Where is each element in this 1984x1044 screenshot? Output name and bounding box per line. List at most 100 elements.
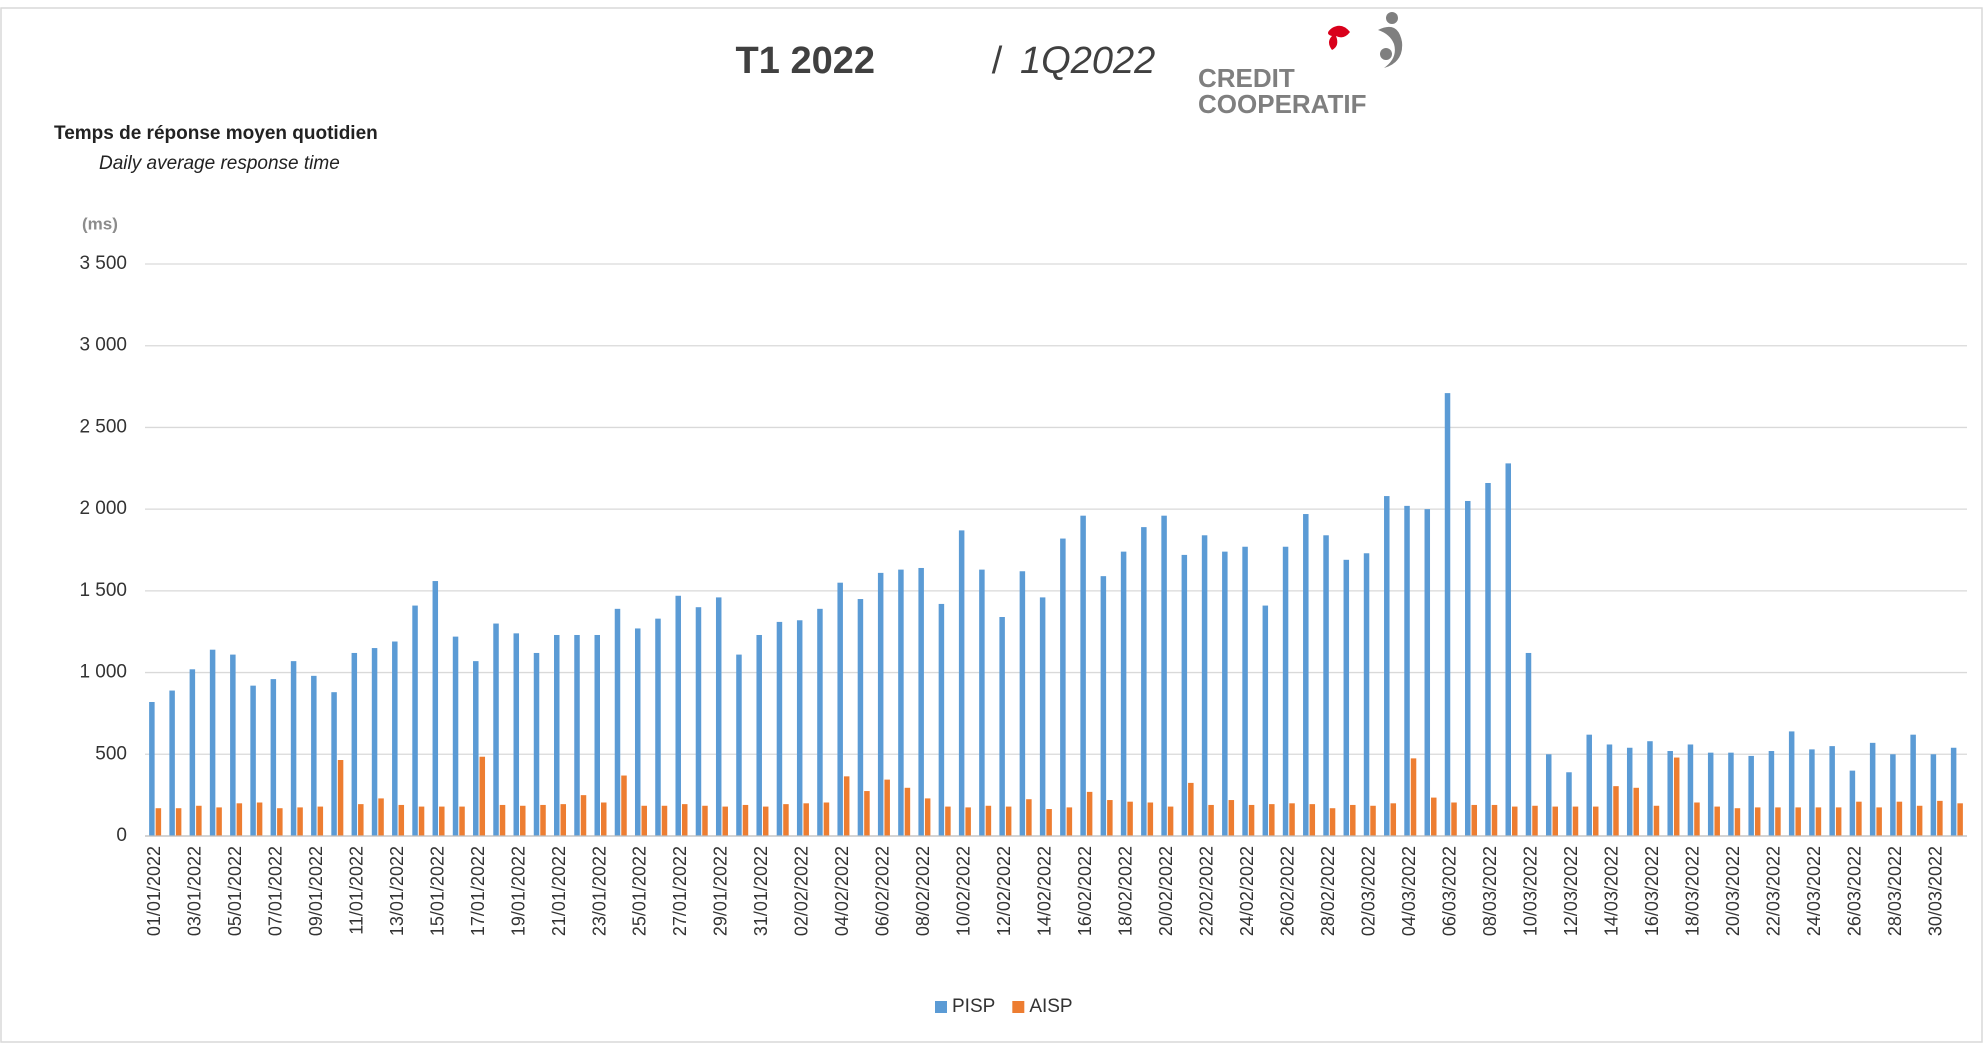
x-tick-label: 10/02/2022 — [954, 846, 974, 936]
bar — [965, 807, 971, 836]
bar — [540, 804, 546, 836]
bar — [1248, 804, 1255, 836]
bar — [479, 756, 486, 836]
bar — [742, 804, 749, 836]
logo-text: COOPERATIF — [1198, 89, 1367, 119]
bar — [1856, 801, 1862, 836]
bar — [1147, 802, 1154, 836]
bar — [634, 628, 641, 836]
bar — [702, 805, 708, 836]
bar — [1930, 754, 1937, 836]
legend-swatch — [935, 1001, 947, 1013]
bar — [149, 701, 155, 836]
bar — [1005, 806, 1012, 836]
x-tick-label: 12/03/2022 — [1561, 846, 1581, 936]
bar — [378, 798, 384, 836]
bar — [230, 654, 236, 836]
bar — [1788, 731, 1795, 836]
bar — [1384, 496, 1390, 836]
bar — [1410, 758, 1417, 836]
bar — [614, 608, 621, 836]
x-tick-label: 05/01/2022 — [225, 846, 245, 936]
x-tick-label: 22/03/2022 — [1763, 846, 1783, 936]
bar — [1532, 805, 1538, 836]
x-tick-label: 20/03/2022 — [1723, 846, 1743, 936]
bar — [1512, 806, 1518, 836]
bar — [783, 804, 789, 836]
x-tick-label: 12/02/2022 — [994, 846, 1014, 936]
bar — [1161, 515, 1167, 836]
bar — [979, 569, 985, 836]
bar — [1167, 806, 1174, 836]
bar — [1431, 797, 1437, 836]
x-tick-label: 27/01/2022 — [670, 846, 690, 936]
x-tick-label: 02/03/2022 — [1359, 846, 1379, 936]
bar — [392, 641, 398, 836]
bar — [1606, 744, 1613, 836]
x-tick-label: 16/03/2022 — [1642, 846, 1662, 936]
bar — [1647, 741, 1653, 836]
bar — [1289, 803, 1295, 836]
bar — [533, 652, 540, 836]
bar — [175, 808, 182, 836]
bar — [898, 569, 904, 836]
bar — [398, 804, 405, 836]
bar — [1222, 551, 1228, 836]
bar — [1890, 754, 1896, 836]
logo-icon — [1328, 12, 1403, 68]
bar — [1390, 803, 1397, 836]
bar — [904, 787, 911, 836]
y-tick-label: 2 000 — [79, 498, 127, 519]
bar — [554, 634, 560, 836]
bar — [1687, 744, 1694, 836]
bar — [1107, 800, 1113, 836]
bar — [1815, 807, 1822, 836]
bar — [884, 779, 890, 836]
bar — [1309, 804, 1316, 836]
bar — [277, 808, 283, 836]
bar — [985, 805, 992, 836]
y-tick-label: 3 500 — [79, 253, 127, 274]
bar — [560, 804, 567, 836]
bar — [877, 572, 884, 836]
x-tick-label: 24/03/2022 — [1804, 846, 1824, 936]
bar — [1141, 527, 1147, 836]
x-tick-label: 16/02/2022 — [1075, 846, 1095, 936]
bar — [1950, 747, 1957, 836]
x-tick-label: 11/01/2022 — [346, 846, 366, 935]
bar — [1754, 807, 1761, 836]
bar — [574, 634, 580, 836]
y-tick-label: 3 000 — [79, 335, 127, 356]
bar — [1829, 746, 1835, 836]
bar — [857, 599, 864, 836]
bar — [1343, 559, 1350, 836]
x-tick-label: 21/01/2022 — [549, 846, 569, 936]
x-tick-label: 26/03/2022 — [1844, 846, 1864, 936]
logo-text: CREDIT — [1198, 63, 1295, 93]
bar — [1485, 482, 1491, 836]
x-tick-label: 20/02/2022 — [1156, 846, 1176, 936]
bar — [1937, 800, 1943, 836]
x-tick-label: 13/01/2022 — [387, 846, 407, 936]
bar — [1465, 500, 1471, 836]
bar — [1869, 742, 1876, 836]
bar — [513, 633, 520, 836]
bar — [736, 654, 742, 836]
bar — [371, 648, 378, 836]
bar — [499, 804, 506, 836]
bar — [1329, 808, 1336, 836]
bar — [823, 802, 830, 836]
bar — [169, 690, 175, 836]
y-tick-label: 1 500 — [79, 580, 127, 601]
bar — [493, 623, 499, 836]
x-tick-label: 31/01/2022 — [751, 846, 771, 936]
y-tick-label: 0 — [116, 825, 127, 846]
bar — [958, 530, 965, 836]
bar — [1626, 747, 1633, 836]
title-separator: / — [992, 40, 1003, 82]
bar — [1748, 755, 1754, 836]
x-tick-label: 10/03/2022 — [1520, 846, 1540, 936]
bar — [1080, 515, 1086, 836]
legend-swatch — [1012, 1001, 1025, 1013]
bar — [1363, 553, 1370, 836]
